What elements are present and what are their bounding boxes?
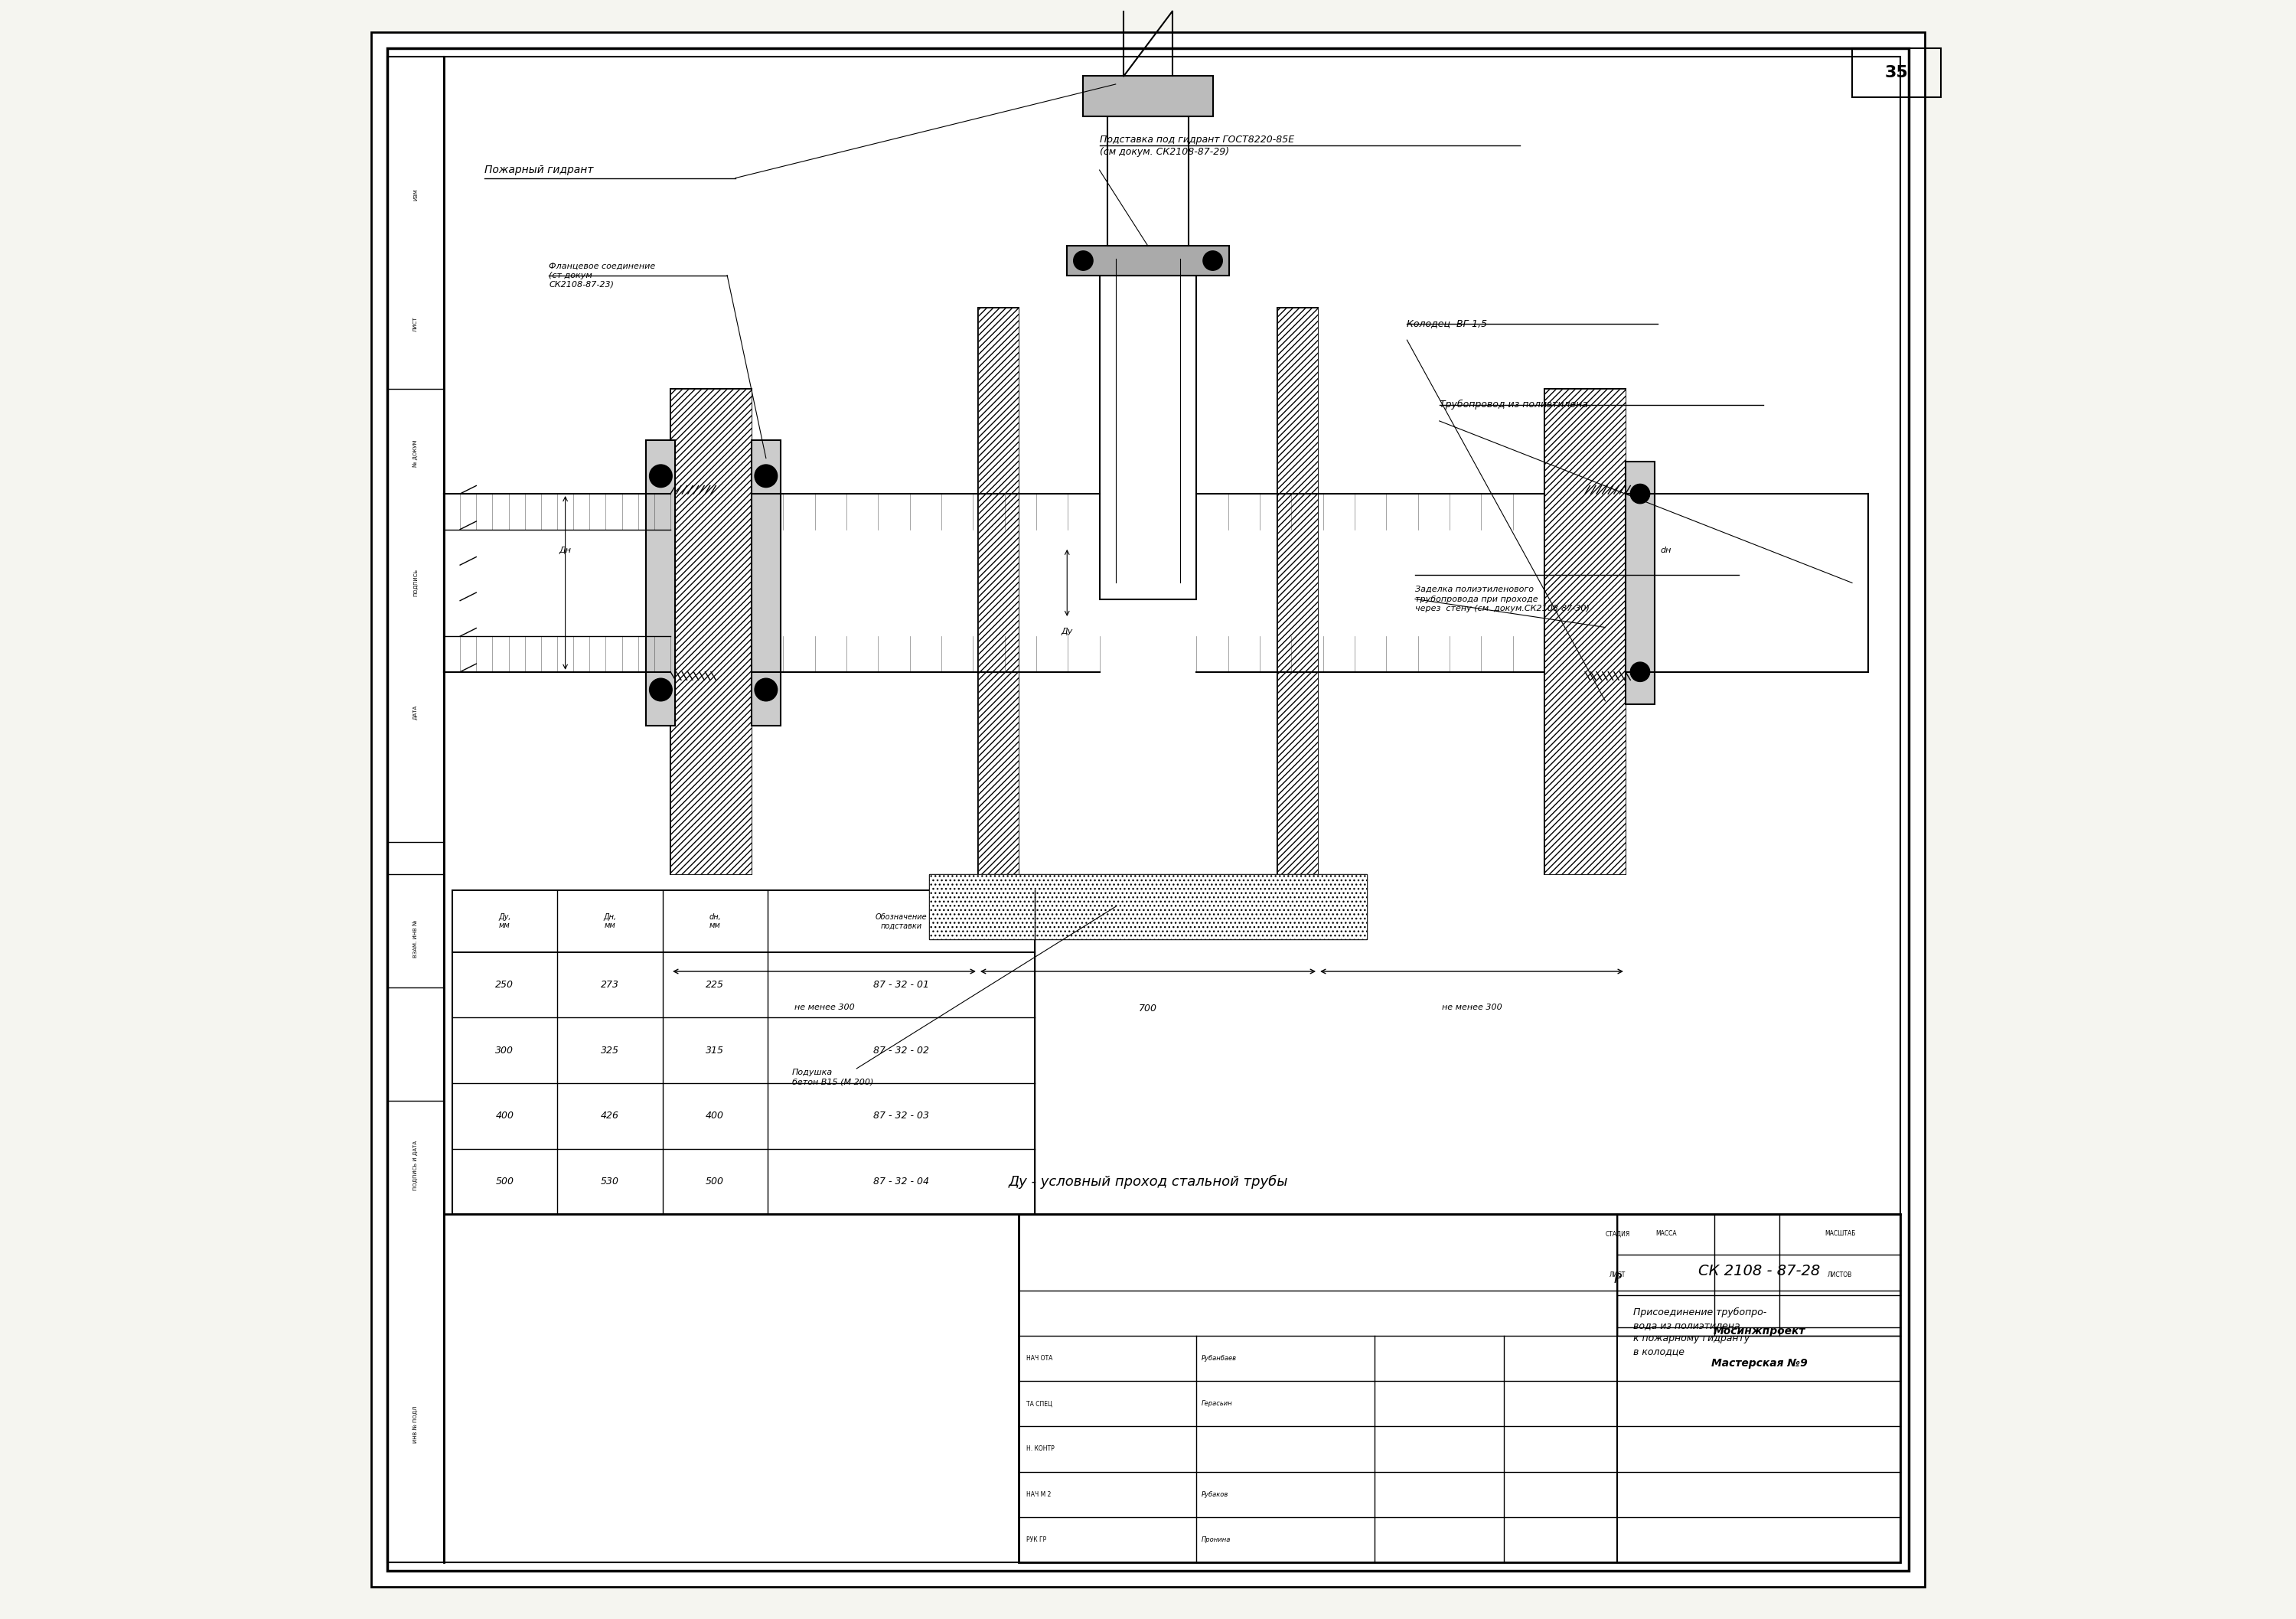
Text: РУК ГР: РУК ГР: [1026, 1536, 1047, 1543]
Text: ЛИСТОВ: ЛИСТОВ: [1828, 1271, 1853, 1279]
Text: Мосинжпроект: Мосинжпроект: [1713, 1326, 1805, 1336]
Text: Рубаков: Рубаков: [1201, 1491, 1228, 1498]
Bar: [645, 440, 675, 725]
Text: Заделка полиэтиленового
трубопровода при проходе
через  стену (см  докум.СК2108-: Заделка полиэтиленового трубопровода при…: [1414, 586, 1589, 612]
Text: не менее 300: не менее 300: [794, 1004, 854, 1012]
Text: 325: 325: [602, 1046, 620, 1056]
Text: 500: 500: [496, 1177, 514, 1187]
Bar: [1277, 308, 1318, 874]
Text: МАСШТАБ: МАСШТАБ: [1825, 1230, 1855, 1237]
Text: 250: 250: [496, 979, 514, 989]
Text: СК 2108 - 87-28: СК 2108 - 87-28: [1699, 1264, 1821, 1277]
Bar: [1107, 117, 1189, 246]
Text: Колодец  ВГ-1,5: Колодец ВГ-1,5: [1407, 319, 1488, 329]
Text: Рубанбаев: Рубанбаев: [1201, 1355, 1238, 1362]
Text: Ду,
мм: Ду, мм: [498, 913, 512, 929]
Text: Ду - условный проход стальной трубы: Ду - условный проход стальной трубы: [1008, 1175, 1288, 1188]
Text: 87 - 32 - 04: 87 - 32 - 04: [872, 1177, 930, 1187]
Text: 35: 35: [1885, 65, 1908, 81]
Bar: [1626, 461, 1655, 704]
Text: Подставка под гидрант ГОСТ8220-85Е
(см докум. СК2108-87-29): Подставка под гидрант ГОСТ8220-85Е (см д…: [1100, 134, 1295, 157]
Text: Присоединение трубопро-
вода из полиэтилена
к пожарному гидранту
в колодце: Присоединение трубопро- вода из полиэтил…: [1635, 1307, 1768, 1357]
Circle shape: [1630, 662, 1651, 682]
Text: ДАТА: ДАТА: [413, 704, 418, 720]
Bar: [452, 890, 1035, 1214]
Text: 87 - 32 - 02: 87 - 32 - 02: [872, 1046, 930, 1056]
Text: Трубопровод из полиэтилена: Трубопровод из полиэтилена: [1440, 400, 1589, 410]
Bar: [1100, 275, 1196, 599]
Text: 700: 700: [1139, 1004, 1157, 1013]
Text: не менее 300: не менее 300: [1442, 1004, 1502, 1012]
Circle shape: [1203, 251, 1221, 270]
Text: НАЧ ОТА: НАЧ ОТА: [1026, 1355, 1054, 1362]
Text: 530: 530: [602, 1177, 620, 1187]
Bar: [1545, 389, 1626, 874]
Text: Дн,
мм: Дн, мм: [604, 913, 615, 929]
Circle shape: [1630, 484, 1651, 504]
Text: ИЗМ: ИЗМ: [413, 188, 418, 201]
Text: ИНВ № ПОДЛ: ИНВ № ПОДЛ: [413, 1407, 418, 1443]
Bar: [1277, 308, 1318, 874]
Text: Герасьин: Герасьин: [1201, 1400, 1233, 1407]
Text: 500: 500: [705, 1177, 723, 1187]
Text: СТАДИЯ: СТАДИЯ: [1605, 1230, 1630, 1237]
Bar: [978, 308, 1019, 874]
Text: 400: 400: [705, 1111, 723, 1120]
Text: Ду: Ду: [1061, 628, 1072, 635]
Text: ТА СПЕЦ: ТА СПЕЦ: [1026, 1400, 1052, 1407]
Text: 400: 400: [496, 1111, 514, 1120]
Text: 300: 300: [496, 1046, 514, 1056]
Bar: [670, 389, 751, 874]
Bar: [1084, 76, 1212, 117]
Bar: [1068, 246, 1228, 275]
Text: 426: 426: [602, 1111, 620, 1120]
Circle shape: [755, 465, 778, 487]
Text: Р: Р: [1614, 1273, 1621, 1285]
Text: dн: dн: [1660, 547, 1671, 554]
Text: ВЗАМ. ИНВ №: ВЗАМ. ИНВ №: [413, 920, 418, 958]
Bar: [978, 308, 1019, 874]
Bar: [1853, 49, 1940, 97]
Text: 315: 315: [705, 1046, 723, 1056]
Bar: [1019, 1214, 1901, 1562]
Text: Дн: Дн: [560, 547, 572, 554]
Text: Мастерская №9: Мастерская №9: [1711, 1358, 1807, 1368]
Text: ЛИСТ: ЛИСТ: [413, 316, 418, 332]
Text: 273: 273: [602, 979, 620, 989]
Text: НАЧ М 2: НАЧ М 2: [1026, 1491, 1052, 1498]
Bar: [930, 874, 1366, 939]
Circle shape: [1075, 251, 1093, 270]
Bar: [1545, 389, 1626, 874]
Text: МАССА: МАССА: [1655, 1230, 1676, 1237]
Text: dн,
мм: dн, мм: [709, 913, 721, 929]
Text: 87 - 32 - 01: 87 - 32 - 01: [872, 979, 930, 989]
Text: Пожарный гидрант: Пожарный гидрант: [484, 165, 592, 175]
Circle shape: [755, 678, 778, 701]
Text: № ДОКУМ: № ДОКУМ: [413, 440, 418, 466]
Circle shape: [650, 465, 673, 487]
Text: Обозначение
подставки: Обозначение подставки: [875, 913, 928, 929]
Text: ЛИСТ: ЛИСТ: [1609, 1271, 1626, 1279]
Text: Пронина: Пронина: [1201, 1536, 1231, 1543]
Bar: [751, 440, 781, 725]
Text: ПОДПИСЬ: ПОДПИСЬ: [413, 568, 418, 597]
FancyBboxPatch shape: [372, 32, 1924, 1587]
Text: ПОДПИСЬ И ДАТА: ПОДПИСЬ И ДАТА: [413, 1141, 418, 1190]
Text: Н. КОНТР: Н. КОНТР: [1026, 1446, 1054, 1452]
Circle shape: [650, 678, 673, 701]
Text: Подушка
бетон В15 (М 200): Подушка бетон В15 (М 200): [792, 1069, 872, 1086]
Text: Фланцевое соединение
(ст докум
СК2108-87-23): Фланцевое соединение (ст докум СК2108-87…: [549, 262, 657, 288]
Bar: [670, 389, 751, 874]
Bar: [930, 874, 1366, 939]
Bar: [388, 57, 443, 1562]
Text: 87 - 32 - 03: 87 - 32 - 03: [872, 1111, 930, 1120]
Text: 225: 225: [705, 979, 723, 989]
